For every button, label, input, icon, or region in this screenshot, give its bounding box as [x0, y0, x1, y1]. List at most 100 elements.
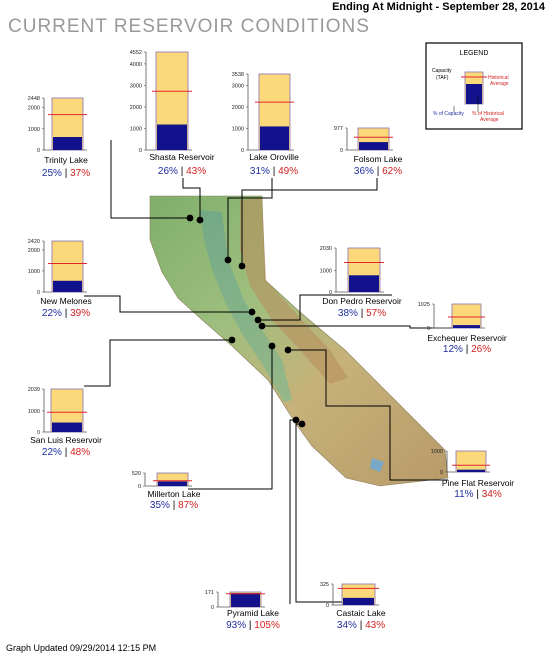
tick-label: 3000 — [232, 84, 244, 90]
reservoir-markers — [186, 214, 306, 428]
reservoir-percentages: 22% | 39% — [42, 308, 90, 319]
central-valley — [200, 210, 292, 402]
tick-label: 2448 — [28, 96, 40, 102]
pct-historical: 57% — [366, 308, 386, 319]
pct-capacity: 22% — [42, 308, 62, 319]
tick-label: 0 — [340, 148, 343, 154]
tick-label: 0 — [241, 148, 244, 154]
reservoir-percentages: 26% | 43% — [158, 166, 206, 177]
legend-pct-hist-label: % of Historical Average — [472, 111, 504, 123]
reservoir-panel: 3538 3000 2000 1000 0 Lake Oroville 31% | 49% — [232, 72, 299, 177]
connector-line — [182, 178, 201, 220]
tick-label: 0 — [37, 430, 40, 436]
pct-historical: 37% — [70, 168, 90, 179]
tick-label: 1000 — [28, 127, 40, 133]
tick-label: 1000 — [28, 269, 40, 275]
reservoir-panel: 977 0 Folsom Lake 36% | 62% — [334, 126, 403, 177]
pct-historical: 34% — [482, 489, 502, 500]
connector-line — [84, 339, 232, 387]
reservoir-name: New Melones — [40, 296, 92, 306]
connector-line — [188, 346, 273, 490]
reservoir-name: Castaic Lake — [336, 608, 385, 618]
reservoir-name: Exchequer Reservoir — [427, 333, 507, 343]
page-title: CURRENT RESERVOIR CONDITIONS — [8, 16, 370, 37]
connector-line — [262, 325, 452, 329]
pct-capacity: 12% — [443, 344, 463, 355]
pct-capacity: 22% — [42, 447, 62, 458]
tick-label: 1000 — [320, 268, 332, 274]
tick-label: 0 — [211, 605, 214, 611]
reservoir-percentages: 12% | 26% — [443, 344, 491, 355]
graph-updated-timestamp: Graph Updated 09/29/2014 12:15 PM — [6, 643, 157, 653]
reservoir-panel: 171 0 Pyramid Lake 93% | 105% — [205, 590, 280, 631]
reservoir-name: Lake Oroville — [249, 152, 299, 162]
tick-label: 3000 — [130, 83, 142, 89]
reservoir-name: Trinity Lake — [44, 155, 88, 165]
tick-label: 1025 — [418, 302, 430, 308]
reservoir-panel: 2448 2000 1000 0 Trinity Lake 25% | 37% — [28, 96, 90, 179]
tick-label: 0 — [440, 470, 443, 476]
pct-capacity: 34% — [337, 620, 357, 631]
reservoir-percentages: 36% | 62% — [354, 166, 402, 177]
pct-historical: 87% — [178, 500, 198, 511]
tick-label: 2000 — [232, 105, 244, 111]
reservoir-location-dot — [186, 214, 194, 222]
tick-label: 0 — [329, 290, 332, 296]
reservoir-percentages: 31% | 49% — [250, 166, 298, 177]
reservoir-percentages: 11% | 34% — [454, 489, 502, 500]
reservoir-name: Pine Flat Reservoir — [442, 478, 514, 488]
pct-capacity: 36% — [354, 166, 374, 177]
reservoir-location-dot — [254, 316, 262, 324]
storage-bar — [343, 597, 374, 605]
tick-label: 4000 — [130, 62, 142, 68]
reservoir-location-dot — [292, 416, 300, 424]
reservoir-location-dot — [284, 346, 292, 354]
tick-label: 2000 — [28, 248, 40, 254]
pct-historical: 43% — [365, 620, 385, 631]
reservoir-location-dot — [248, 308, 256, 316]
storage-bar — [457, 469, 485, 472]
storage-bar — [53, 137, 82, 150]
storage-bar — [231, 593, 260, 607]
tick-label: 0 — [138, 484, 141, 490]
tick-label: 0 — [37, 148, 40, 154]
legend-capacity-label: Capacity (TAF) — [432, 68, 452, 81]
storage-bar — [349, 275, 379, 292]
tick-label: 0 — [427, 326, 430, 332]
pct-separator: | — [170, 500, 178, 511]
reservoir-name: Millerton Lake — [148, 489, 201, 499]
pct-historical: 39% — [70, 308, 90, 319]
connector-line — [258, 294, 392, 321]
reservoir-location-dot — [238, 262, 246, 270]
reservoir-percentages: 35% | 87% — [150, 500, 198, 511]
pct-separator: | — [62, 308, 70, 319]
connector-lines — [84, 140, 452, 604]
tick-label: 1000 — [130, 126, 142, 132]
legend-pct-capacity-label: % of Capacity — [433, 111, 464, 117]
tick-label: 520 — [132, 471, 141, 477]
pct-separator: | — [374, 166, 382, 177]
tick-label: 2039 — [28, 387, 40, 393]
reservoir-location-dot — [224, 256, 232, 264]
reservoir-percentages: 38% | 57% — [338, 308, 386, 319]
storage-bar — [260, 126, 289, 150]
connector-line — [227, 178, 273, 260]
tick-label: 325 — [320, 582, 329, 588]
reservoir-panel: 4552 4000 3000 2000 1000 0 Shasta Reservoir 26%… — [130, 50, 215, 177]
reservoir-location-dot — [228, 336, 236, 344]
pct-separator: | — [62, 447, 70, 458]
tick-label: 4552 — [130, 50, 142, 56]
pct-separator: | — [357, 620, 365, 631]
reservoir-panel: 325 0 Castaic Lake 34% | 43% — [320, 582, 386, 631]
reservoir-name: Shasta Reservoir — [149, 152, 214, 162]
pct-historical: 43% — [186, 166, 206, 177]
pct-historical: 48% — [70, 447, 90, 458]
storage-bar — [359, 142, 388, 150]
reservoir-name: Pyramid Lake — [227, 608, 279, 618]
tick-label: 2000 — [130, 105, 142, 111]
tick-label: 1000 — [28, 409, 40, 415]
pct-historical: 26% — [471, 344, 491, 355]
